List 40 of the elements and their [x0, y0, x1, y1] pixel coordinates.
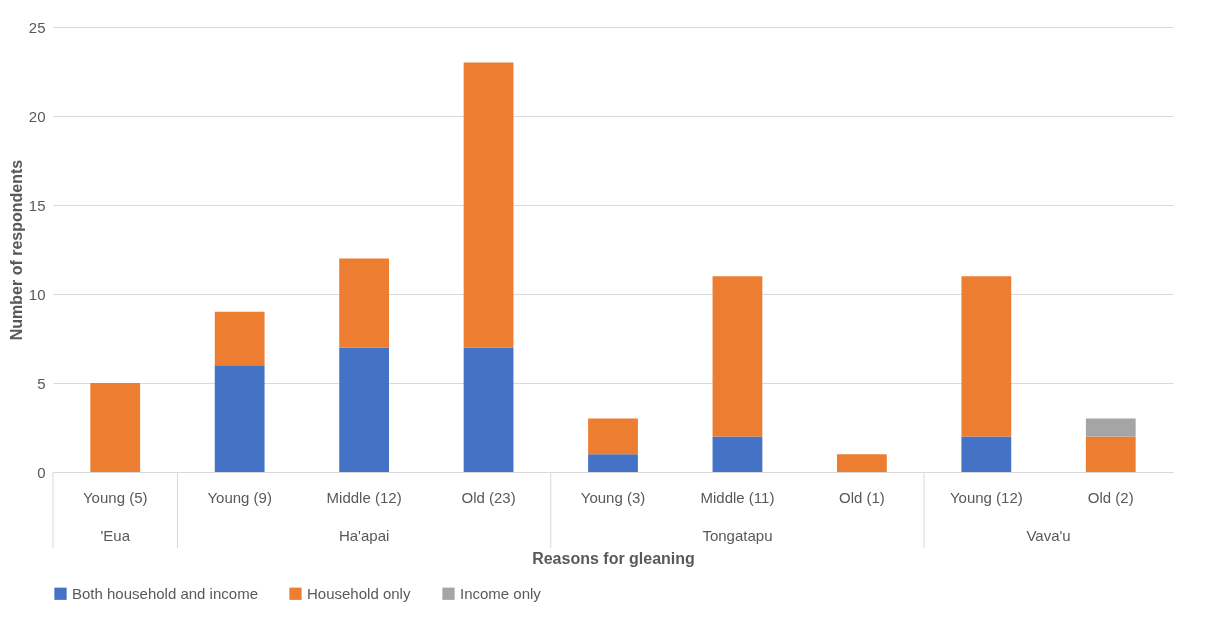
text: 'Eua [100, 527, 131, 544]
bar [588, 418, 638, 455]
x-tick-label: Young (9) [207, 488, 272, 506]
bar [339, 258, 389, 348]
legend-label: Household only [307, 584, 411, 602]
bar [463, 62, 514, 348]
y-tick-label: 5 [37, 374, 46, 392]
x-tick-label: Old (23) [461, 488, 516, 506]
legend-label: Both household and income [72, 584, 258, 602]
y-tick-label: 20 [28, 107, 46, 125]
y-tick-label: 15 [28, 196, 46, 214]
bar [961, 436, 1012, 472]
bar [1085, 436, 1136, 472]
bar [1085, 418, 1136, 437]
text: Vava'u [1026, 527, 1071, 544]
bar [712, 436, 763, 472]
x-tick-label: Old (1) [838, 488, 885, 506]
y-tick-label: 10 [28, 285, 46, 303]
x-axis-title: Reasons for gleaning [532, 549, 695, 567]
bar [214, 365, 265, 472]
x-tick-label: Middle (12) [326, 488, 402, 506]
text: Ha'apai [338, 527, 390, 544]
bar [339, 347, 389, 472]
x-tick-label: Young (12) [949, 488, 1023, 506]
text: Tongatapu [702, 527, 773, 544]
bar [961, 276, 1012, 437]
bar [837, 454, 887, 472]
x-tick-label: Old (2) [1087, 488, 1134, 506]
bar [214, 311, 265, 366]
bar [712, 276, 763, 437]
x-tick-label: Middle (11) [700, 488, 775, 506]
legend-label: Income only [460, 584, 542, 602]
x-tick-label: Young (5) [82, 488, 148, 506]
bar [588, 454, 638, 472]
y-tick-label: 0 [37, 463, 46, 481]
y-tick-label: 25 [28, 18, 46, 36]
bar [90, 383, 141, 472]
y-axis-title: Number of respondents [7, 159, 25, 341]
x-tick-label: Young (3) [580, 488, 646, 506]
bar [463, 347, 514, 472]
